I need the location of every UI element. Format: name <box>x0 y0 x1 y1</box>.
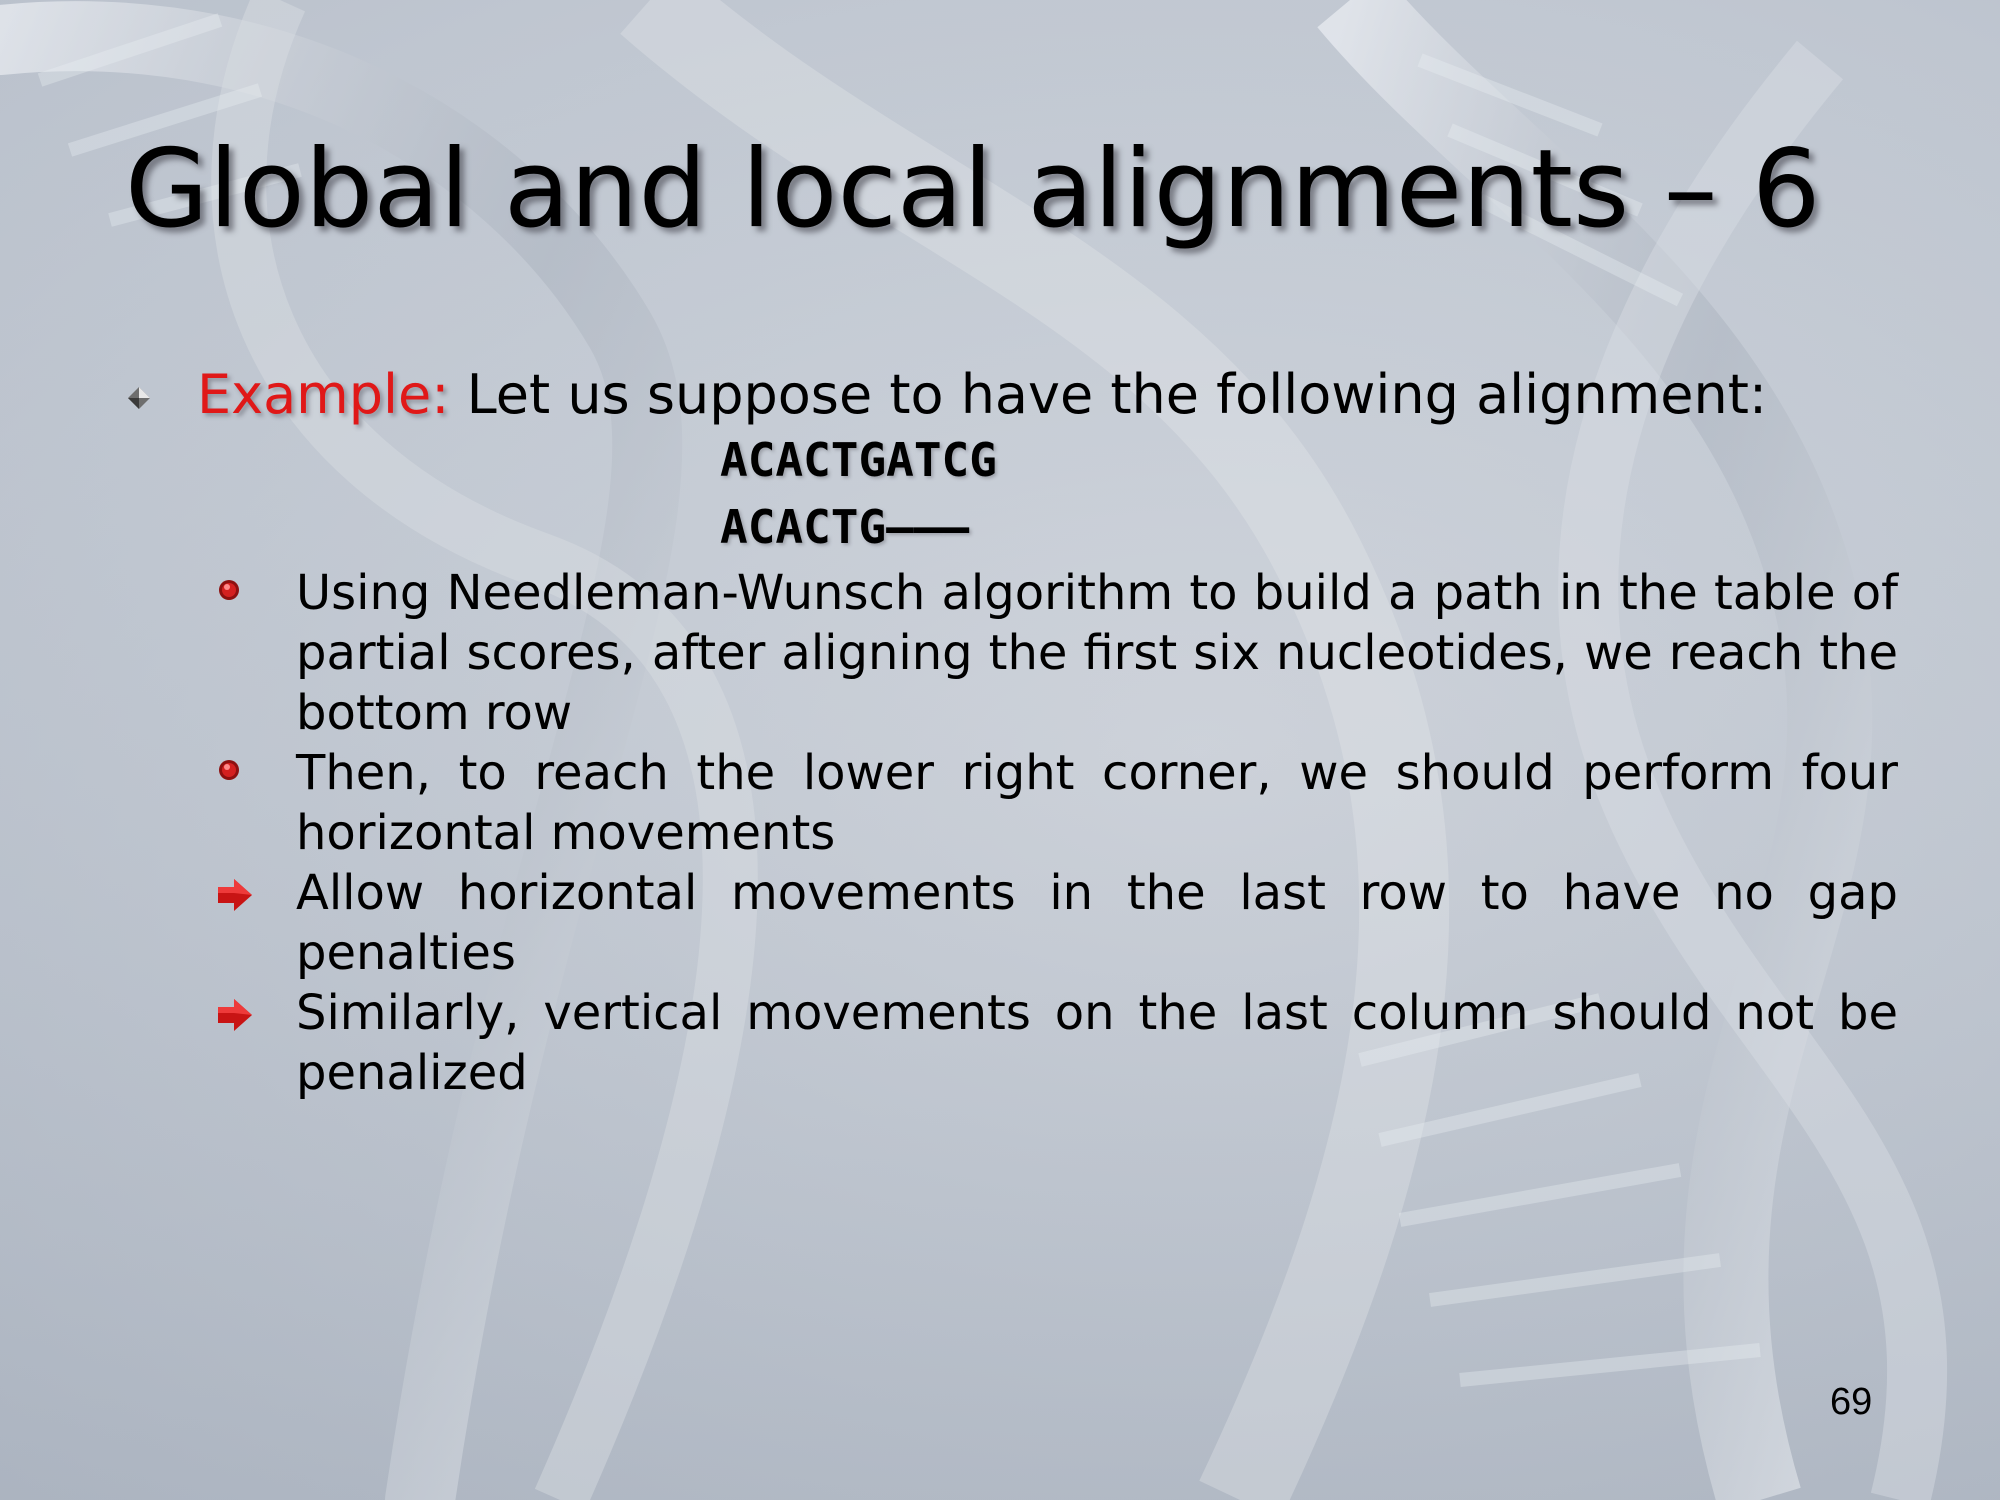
red-dot-bullet-icon <box>218 759 240 781</box>
sub-bullet-item: Allow horizontal movements in the last r… <box>218 863 1898 983</box>
red-arrow-bullet-icon <box>218 999 254 1031</box>
diamond-bullet-icon <box>127 386 151 410</box>
red-arrow-bullet-icon <box>218 879 254 911</box>
sub-bullet-item: Similarly, vertical movements on the las… <box>218 983 1898 1103</box>
sub-bullet-text: Then, to reach the lower right corner, w… <box>296 745 1898 861</box>
alignment-sequence-1: ACACTGATCG <box>720 430 997 490</box>
red-dot-bullet-icon <box>218 579 240 601</box>
sub-bullet-text: Allow horizontal movements in the last r… <box>296 865 1898 981</box>
sub-bullet-text: Similarly, vertical movements on the las… <box>296 985 1898 1101</box>
sub-bullet-item: Using Needleman-Wunsch algorithm to buil… <box>218 563 1898 743</box>
sub-bullet-item: Then, to reach the lower right corner, w… <box>218 743 1898 863</box>
example-label: Example: <box>197 363 449 426</box>
slide-title: Global and local alignments – 6 <box>125 120 1821 260</box>
page-number: 69 <box>1830 1378 1872 1426</box>
sub-bullet-text: Using Needleman-Wunsch algorithm to buil… <box>296 565 1898 741</box>
main-bullet-text: Let us suppose to have the following ali… <box>467 363 1767 426</box>
main-bullet-text-line: Example: Let us suppose to have the foll… <box>197 360 1767 430</box>
sub-bullet-list: Using Needleman-Wunsch algorithm to buil… <box>218 563 1898 1103</box>
alignment-sequence-2: ACACTG——— <box>720 497 969 557</box>
